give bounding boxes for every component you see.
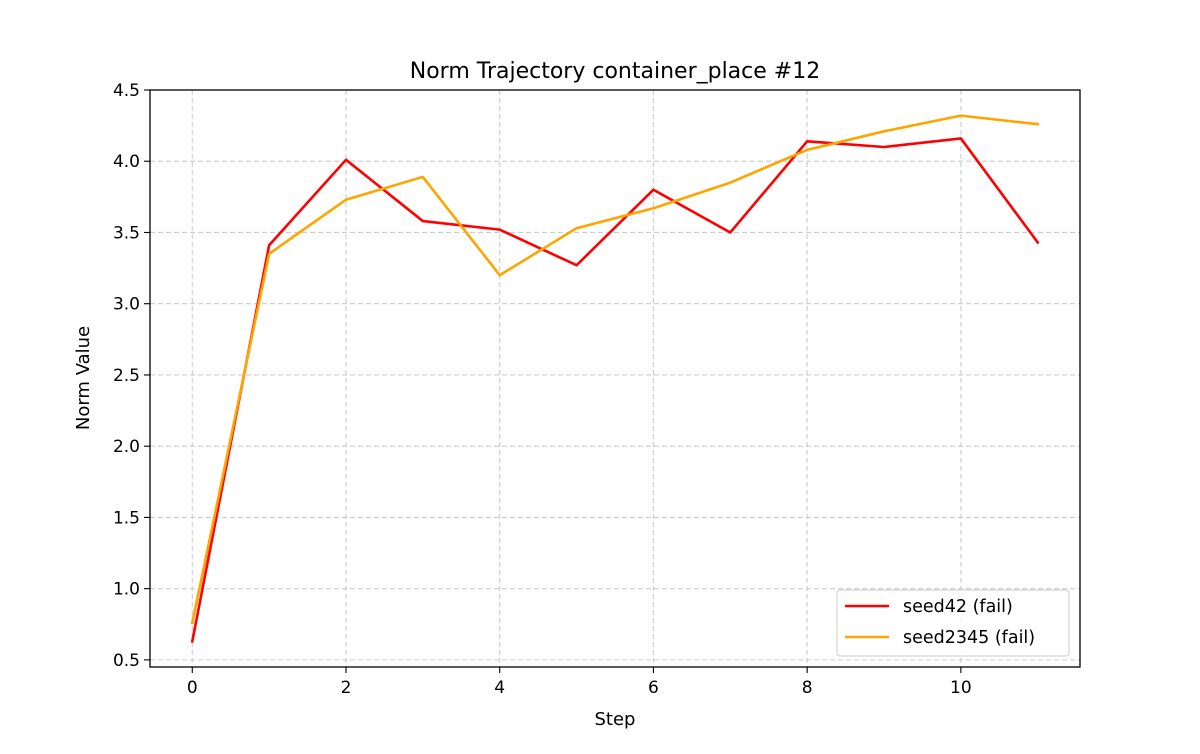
y-tick-label: 3.5 bbox=[113, 223, 140, 243]
plot-frame bbox=[150, 90, 1080, 667]
y-tick-label: 0.5 bbox=[113, 651, 140, 671]
y-tick-label: 4.5 bbox=[113, 81, 140, 101]
chart-title: Norm Trajectory container_place #12 bbox=[410, 59, 820, 84]
x-tick-label: 8 bbox=[802, 678, 813, 698]
grid bbox=[150, 90, 1080, 667]
x-axis-label: Step bbox=[595, 709, 636, 730]
series-line-seed2345 bbox=[192, 116, 1037, 623]
y-axis-label: Norm Value bbox=[73, 326, 94, 430]
series-lines bbox=[192, 116, 1037, 642]
y-tick-label: 4.0 bbox=[113, 152, 140, 172]
x-tick-label: 0 bbox=[187, 678, 198, 698]
y-tick-label: 1.5 bbox=[113, 508, 140, 528]
x-tick-label: 10 bbox=[950, 678, 972, 698]
y-tick-label: 3.0 bbox=[113, 295, 140, 315]
legend-label-seed2345: seed2345 (fail) bbox=[903, 628, 1035, 648]
x-tick-label: 6 bbox=[648, 678, 659, 698]
y-tick-label: 1.0 bbox=[113, 580, 140, 600]
y-tick-label: 2.5 bbox=[113, 366, 140, 386]
legend-label-seed42: seed42 (fail) bbox=[903, 597, 1013, 617]
x-tick-label: 4 bbox=[494, 678, 505, 698]
x-tick-label: 2 bbox=[341, 678, 352, 698]
y-tick-label: 2.0 bbox=[113, 437, 140, 457]
series-line-seed42 bbox=[192, 138, 1037, 641]
legend: seed42 (fail) seed2345 (fail) bbox=[837, 590, 1069, 656]
